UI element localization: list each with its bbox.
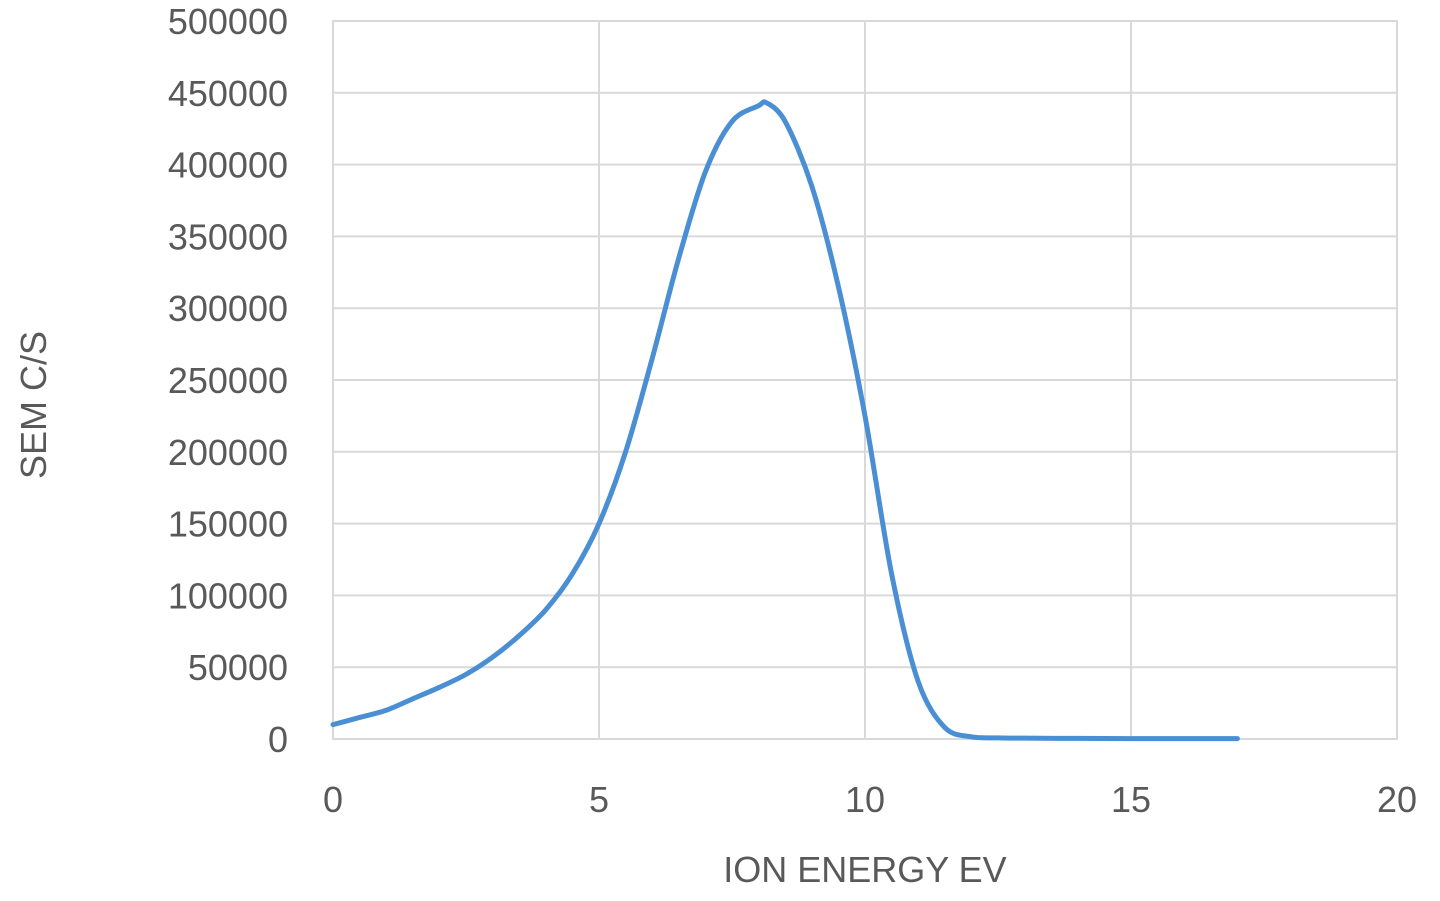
y-axis-ticks: 0 50000 100000 150000 200000 250000 300000 3500…	[168, 1, 288, 760]
x-tick-label: 5	[589, 779, 609, 820]
x-axis-title: ION ENERGY EV	[723, 849, 1006, 890]
y-tick-label: 0	[268, 719, 288, 760]
y-tick-label: 200000	[168, 432, 288, 473]
x-tick-label: 10	[845, 779, 885, 820]
x-tick-label: 15	[1111, 779, 1151, 820]
y-tick-label: 50000	[188, 647, 288, 688]
grid	[332, 20, 1398, 740]
y-tick-label: 500000	[168, 1, 288, 42]
x-tick-label: 20	[1377, 779, 1417, 820]
y-tick-label: 350000	[168, 216, 288, 257]
y-tick-label: 300000	[168, 288, 288, 329]
series-line	[330, 99, 1240, 742]
y-tick-label: 400000	[168, 145, 288, 186]
x-tick-label: 0	[323, 779, 343, 820]
y-tick-label: 150000	[168, 504, 288, 545]
x-axis-ticks: 0 5 10 15 20	[323, 779, 1417, 820]
y-tick-label: 250000	[168, 360, 288, 401]
y-axis-title: SEM C/S	[13, 331, 54, 479]
plot-area	[332, 20, 1398, 740]
y-tick-label: 100000	[168, 575, 288, 616]
y-tick-label: 450000	[168, 73, 288, 114]
series-group	[330, 99, 1240, 742]
